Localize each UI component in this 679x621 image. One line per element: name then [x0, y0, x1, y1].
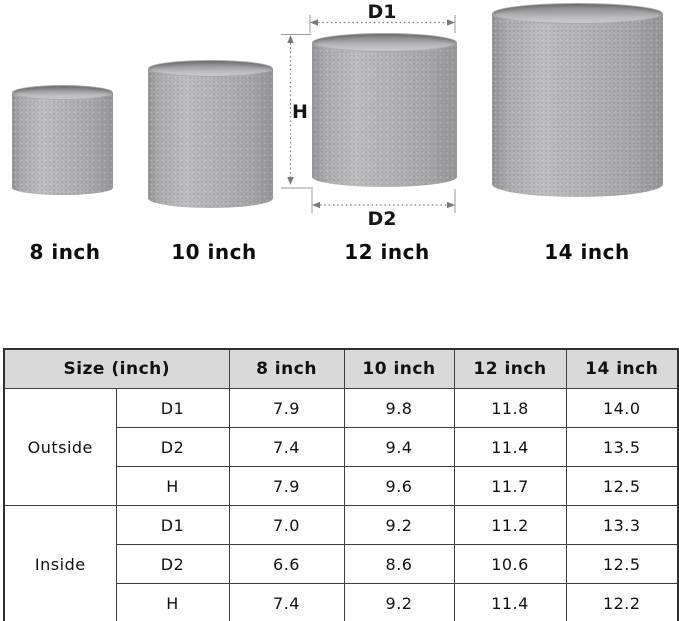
- table-row: D2 6.6 8.6 10.6 12.5: [4, 544, 679, 584]
- size-spec-table: Size (inch) 8 inch 10 inch 12 inch 14 in…: [3, 348, 679, 621]
- header-cell-size: Size (inch): [3, 348, 230, 389]
- value-cell: 11.4: [453, 583, 567, 621]
- planter-illustration: D1 H D2 8 inch 10 inch 12 inch 14 inch: [0, 0, 679, 300]
- pot-body: [148, 68, 273, 208]
- dim-cell: D1: [115, 388, 230, 428]
- value-cell: 11.7: [453, 466, 567, 506]
- d2-arrowhead-right: [447, 201, 455, 209]
- value-cell: 9.2: [343, 583, 455, 621]
- dim-cell: D2: [115, 544, 230, 584]
- table-row: Outside D1 7.9 9.8 11.8 14.0: [3, 388, 679, 506]
- header-cell-14in: 14 inch: [565, 348, 679, 389]
- value-cell: 11.4: [453, 427, 567, 467]
- value-cell: 11.8: [453, 388, 567, 428]
- d1-arrowhead-left: [310, 19, 318, 26]
- dim-cell: D2: [115, 427, 230, 467]
- pot-body: [312, 42, 457, 187]
- pot-rim: [312, 33, 457, 52]
- value-cell: 8.6: [343, 544, 455, 584]
- value-cell: 7.9: [228, 466, 345, 506]
- pot-size-label-8in: 8 inch: [29, 240, 101, 264]
- pot-size-label-14in: 14 inch: [544, 240, 630, 264]
- d1-arrowhead-right: [447, 19, 455, 26]
- value-cell: 12.2: [565, 583, 679, 621]
- d2-label: D2: [367, 208, 397, 230]
- value-cell: 6.6: [228, 544, 345, 584]
- d2-arrowhead-left: [312, 201, 320, 209]
- value-cell: 10.6: [453, 544, 567, 584]
- value-cell: 12.5: [565, 544, 679, 584]
- group-cell-inside: Inside: [3, 505, 117, 621]
- h-arrowhead-top: [287, 35, 294, 43]
- value-cell: 7.9: [228, 388, 345, 428]
- pot-rim: [492, 3, 663, 24]
- h-label: H: [292, 101, 308, 123]
- value-cell: 13.3: [565, 505, 679, 545]
- header-cell-10in: 10 inch: [343, 348, 455, 389]
- table-row: Inside D1 7.0 9.2 11.2 13.3: [3, 505, 679, 621]
- header-cell-8in: 8 inch: [228, 348, 345, 389]
- value-cell: 9.4: [343, 427, 455, 467]
- value-cell: 9.2: [343, 505, 455, 545]
- h-arrowhead-bottom: [287, 177, 294, 185]
- value-cell: 11.2: [453, 505, 567, 545]
- pot-size-label-10in: 10 inch: [171, 240, 257, 264]
- planter-pot-14in: [492, 3, 663, 197]
- planter-pot-12in: [312, 33, 457, 187]
- value-cell: 7.4: [228, 583, 345, 621]
- d1-label: D1: [367, 1, 397, 23]
- value-cell: 12.5: [565, 466, 679, 506]
- table-row: D2 7.4 9.4 11.4 13.5: [4, 427, 679, 467]
- group-cell-outside: Outside: [3, 388, 117, 506]
- value-cell: 9.8: [343, 388, 455, 428]
- value-cell: 14.0: [565, 388, 679, 428]
- header-cell-12in: 12 inch: [453, 348, 567, 389]
- planter-pot-10in: [148, 60, 273, 208]
- value-cell: 7.0: [228, 505, 345, 545]
- pot-rim: [148, 60, 273, 77]
- table-row: H 7.4 9.2 11.4 12.2: [4, 583, 679, 621]
- dim-cell: H: [115, 583, 230, 621]
- pot-body: [12, 92, 113, 195]
- value-cell: 9.6: [343, 466, 455, 506]
- planter-pot-8in: [12, 85, 113, 195]
- pot-size-label-12in: 12 inch: [344, 240, 430, 264]
- value-cell: 13.5: [565, 427, 679, 467]
- dim-cell: H: [115, 466, 230, 506]
- dim-cell: D1: [115, 505, 230, 545]
- pot-body: [492, 13, 663, 197]
- pot-rim: [12, 85, 113, 100]
- value-cell: 7.4: [228, 427, 345, 467]
- table-row: H 7.9 9.6 11.7 12.5: [4, 466, 679, 506]
- table-header-row: Size (inch) 8 inch 10 inch 12 inch 14 in…: [3, 348, 679, 389]
